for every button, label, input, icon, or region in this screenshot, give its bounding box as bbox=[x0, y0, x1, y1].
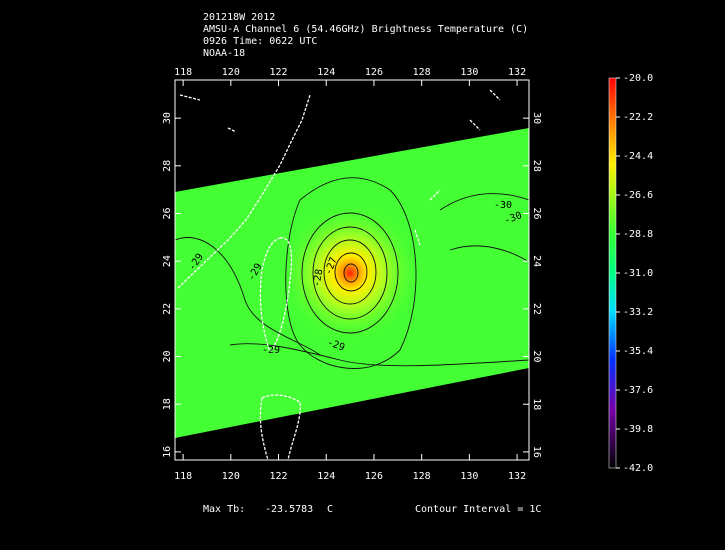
header-line: NOAA-18 bbox=[203, 48, 245, 59]
x-tick-label: 124 bbox=[317, 67, 335, 78]
unit: C bbox=[327, 504, 333, 515]
y-tick-label: 24 bbox=[531, 255, 542, 267]
map-area: -29 -29 -28-27-30-30-29 -29 bbox=[175, 89, 529, 460]
y-tick-label: 26 bbox=[531, 207, 542, 219]
x-tick-label: 130 bbox=[460, 67, 478, 78]
colorbar-label: -26.6 bbox=[623, 190, 653, 201]
colorbar-label: -39.8 bbox=[623, 424, 653, 435]
colorbar-label: -42.0 bbox=[623, 463, 653, 474]
y-tick-label: 28 bbox=[531, 160, 542, 172]
colorbar-label: -31.0 bbox=[623, 268, 653, 279]
x-tick-label: 126 bbox=[365, 67, 383, 78]
x-tick-label: 122 bbox=[269, 67, 287, 78]
colorbar-label: -33.2 bbox=[623, 307, 653, 318]
footer: Max Tb: -23.5783 C Contour Interval = 1C bbox=[203, 504, 541, 515]
contours bbox=[175, 177, 529, 369]
y-tick-label: 18 bbox=[162, 398, 173, 410]
header-line: 0926 Time: 0622 UTC bbox=[203, 36, 317, 47]
header-line: 201218W 2012 bbox=[203, 12, 275, 23]
max-label: Max Tb: bbox=[203, 504, 245, 515]
contour-label: -29 bbox=[262, 345, 280, 356]
header-line: AMSU-A Channel 6 (54.46GHz) Brightness T… bbox=[203, 24, 528, 35]
x-tick-label: 118 bbox=[174, 67, 192, 78]
contour-interval: Contour Interval = 1C bbox=[415, 504, 541, 515]
x-tick-label: 128 bbox=[413, 67, 431, 78]
x-tick-label: 130 bbox=[460, 471, 478, 482]
y-tick-label: 28 bbox=[162, 160, 173, 172]
y-tick-label: 16 bbox=[531, 446, 542, 458]
y-tick-label: 20 bbox=[162, 351, 173, 363]
x-tick-label: 132 bbox=[508, 67, 526, 78]
max-value: -23.5783 bbox=[265, 504, 313, 515]
colorbar-label: -24.4 bbox=[623, 151, 653, 162]
colorbar-label: -37.6 bbox=[623, 385, 653, 396]
y-tick-label: 16 bbox=[162, 446, 173, 458]
x-tick-label: 120 bbox=[222, 471, 240, 482]
y-tick-label: 22 bbox=[531, 303, 542, 315]
y-tick-label: 20 bbox=[531, 351, 542, 363]
x-tick-label: 132 bbox=[508, 471, 526, 482]
x-tick-label: 124 bbox=[317, 471, 335, 482]
y-tick-label: 30 bbox=[531, 112, 542, 124]
y-tick-label: 24 bbox=[162, 255, 173, 267]
contour-label: -28 bbox=[312, 268, 326, 288]
x-tick-label: 126 bbox=[365, 471, 383, 482]
contour-label: -30 bbox=[494, 200, 512, 211]
y-tick-label: 26 bbox=[162, 207, 173, 219]
coastlines bbox=[177, 89, 501, 460]
map-frame bbox=[174, 79, 530, 461]
y-tick-label: 18 bbox=[531, 398, 542, 410]
colorbar-label: -28.8 bbox=[623, 229, 653, 240]
x-tick-label: 120 bbox=[222, 67, 240, 78]
x-tick-label: 128 bbox=[413, 471, 431, 482]
colorbar bbox=[608, 77, 617, 469]
header: 201218W 2012 AMSU-A Channel 6 (54.46GHz)… bbox=[203, 12, 528, 59]
colorbar-label: -22.2 bbox=[623, 112, 653, 123]
x-tick-label: 118 bbox=[174, 471, 192, 482]
colorbar-label: -20.0 bbox=[623, 73, 653, 84]
y-tick-label: 22 bbox=[162, 303, 173, 315]
x-tick-label: 122 bbox=[269, 471, 287, 482]
colorbar-label: -35.4 bbox=[623, 346, 653, 357]
y-tick-label: 30 bbox=[162, 112, 173, 124]
storm-core bbox=[275, 193, 425, 353]
